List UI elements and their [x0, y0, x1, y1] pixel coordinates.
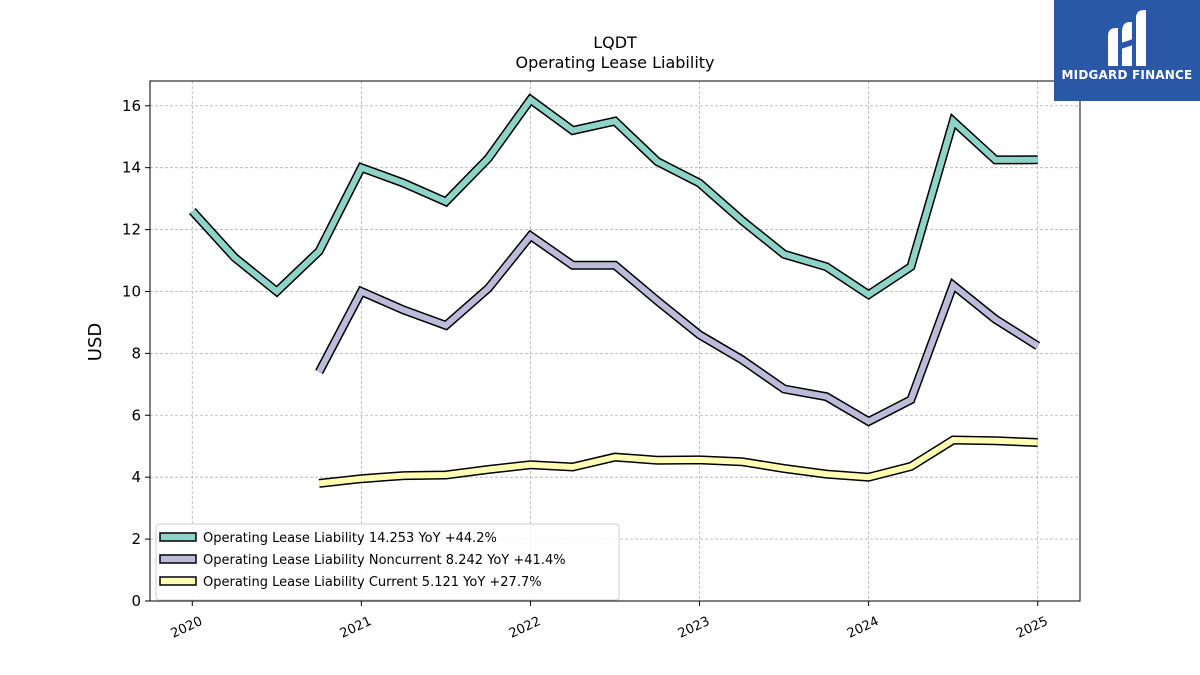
legend-swatch: [159, 576, 197, 586]
y-tick-label: 10: [122, 282, 141, 300]
y-tick-label: 14: [122, 159, 141, 177]
logo-mark-icon: [1108, 10, 1146, 66]
y-tick-label: 12: [122, 221, 141, 239]
series-line: [318, 436, 1038, 487]
chart-title: LQDT: [593, 33, 637, 52]
legend-swatch: [159, 532, 197, 542]
x-tick-label: 2020: [169, 614, 205, 642]
y-tick-label: 16: [122, 97, 141, 115]
chart-subtitle: Operating Lease Liability: [515, 53, 714, 72]
y-tick-label: 6: [131, 406, 141, 424]
x-tick-label: 2025: [1014, 614, 1050, 642]
logo-text: MIDGARD FINANCE: [1061, 68, 1193, 82]
legend: Operating Lease Liability 14.253 YoY +44…: [155, 523, 620, 601]
legend-box: [155, 523, 620, 601]
y-axis-label: USD: [85, 323, 106, 361]
legend-swatch: [159, 554, 197, 564]
y-tick-label: 8: [131, 344, 141, 362]
y-tick-label: 0: [131, 592, 141, 610]
y-tick-label: 4: [131, 468, 141, 486]
series-layer: [188, 93, 1041, 488]
x-tick-label: 2024: [845, 614, 881, 642]
legend-label: Operating Lease Liability Noncurrent 8.2…: [203, 553, 566, 568]
legend-label: Operating Lease Liability 14.253 YoY +44…: [203, 531, 497, 546]
x-tick-label: 2023: [676, 614, 712, 642]
x-tick-label: 2021: [338, 614, 374, 642]
plot-frame: [149, 80, 1081, 602]
series-1: [188, 93, 1038, 300]
series-3: [318, 435, 1038, 488]
series-line-outline: [315, 229, 1041, 427]
series-2: [315, 229, 1041, 427]
legend-label: Operating Lease Liability Current 5.121 …: [203, 575, 542, 590]
y-tick-label: 2: [131, 530, 141, 548]
series-line: [316, 231, 1040, 425]
brand-logo: MIDGARD FINANCE: [1054, 0, 1200, 101]
x-tick-label: 2022: [507, 614, 543, 642]
y-axis: 0 2 4 6 8 10 12 14 16: [122, 97, 150, 610]
x-axis: 2020 2021 2022 2023 2024 2025: [169, 601, 1050, 642]
series-line: [190, 95, 1038, 299]
